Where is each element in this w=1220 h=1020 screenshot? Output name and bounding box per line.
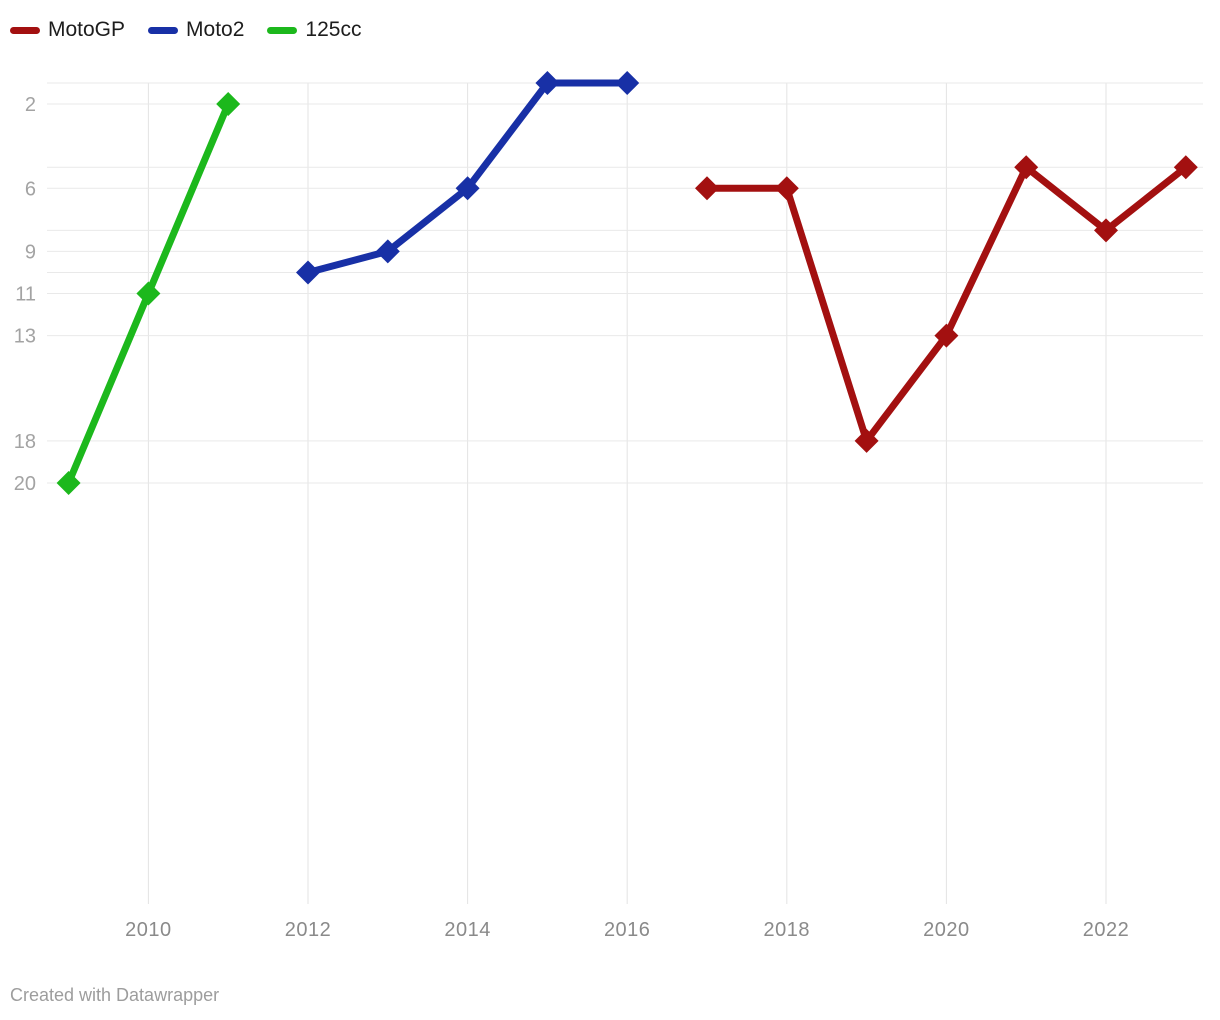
x-axis-label: 2016 <box>604 919 651 941</box>
legend-item-moto2: Moto2 <box>148 17 244 43</box>
x-axis-label: 2018 <box>764 919 811 941</box>
attribution-link[interactable]: Created with Datawrapper <box>10 985 220 1005</box>
data-point-marker-moto2-2012[interactable] <box>296 260 320 285</box>
x-axis-label: 2022 <box>1083 919 1130 941</box>
data-point-marker-motogp-2021[interactable] <box>1014 155 1039 180</box>
data-point-marker-125cc-2011[interactable] <box>216 92 241 117</box>
data-point-marker-moto2-2015[interactable] <box>535 71 560 95</box>
data-point-marker-moto2-2016[interactable] <box>615 71 640 95</box>
data-point-marker-125cc-2009[interactable] <box>56 470 81 495</box>
y-axis-label: 20 <box>14 473 36 495</box>
x-axis-label: 2014 <box>444 919 491 941</box>
legend-swatch-motogp-line <box>10 26 40 34</box>
y-axis-label: 13 <box>14 326 36 348</box>
line-chart-plot: 2 6 9 11 13 18 20 2010 2012 2014 2016 2018 2020 2022 <box>14 71 1203 941</box>
data-point-marker-motogp-2017[interactable] <box>695 176 719 201</box>
data-point-marker-motogp-2019[interactable] <box>854 428 879 453</box>
data-point-marker-moto2-2014[interactable] <box>455 176 480 201</box>
data-point-marker-moto2-2013[interactable] <box>375 239 400 264</box>
y-axis-label: 18 <box>14 431 36 453</box>
legend-item-125cc: 125cc <box>267 17 361 43</box>
data-point-marker-motogp-2020[interactable] <box>934 323 959 348</box>
x-axis-label: 2020 <box>923 919 970 941</box>
x-axis-label: 2010 <box>125 919 172 941</box>
data-point-marker-125cc-2010[interactable] <box>136 281 161 306</box>
legend-swatch-125cc-line <box>267 26 298 34</box>
legend-item-motogp: MotoGP <box>10 17 125 43</box>
legend-label-moto2: Moto2 <box>186 18 245 41</box>
legend-swatch-moto2-line <box>148 26 179 34</box>
data-point-marker-motogp-2023[interactable] <box>1173 155 1198 180</box>
legend-label-motogp: MotoGP <box>48 18 126 41</box>
y-axis-label: 11 <box>15 284 36 306</box>
data-point-marker-motogp-2022[interactable] <box>1094 218 1118 243</box>
chart-legend: MotoGP Moto2 125cc <box>10 17 361 43</box>
y-axis-label: 9 <box>25 241 36 263</box>
legend-label-125cc: 125cc <box>305 18 362 41</box>
data-point-marker-motogp-2018[interactable] <box>774 176 799 201</box>
y-axis-label: 6 <box>25 178 36 200</box>
x-axis-label: 2012 <box>285 919 332 941</box>
y-axis-label: 2 <box>25 94 36 116</box>
